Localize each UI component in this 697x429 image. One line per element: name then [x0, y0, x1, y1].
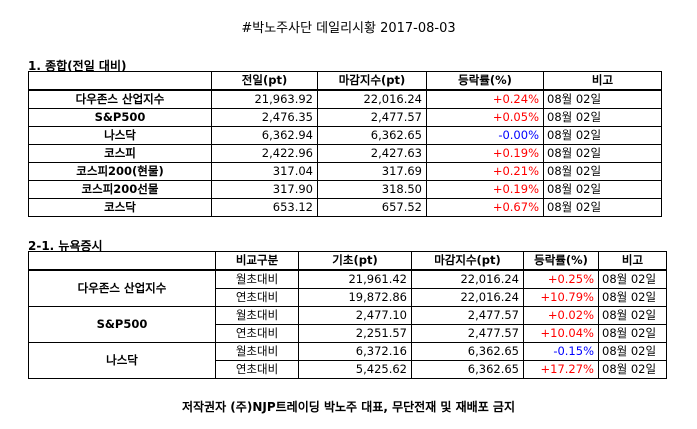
change-value: +17.27%: [523, 360, 599, 379]
table-row: 연초대비 5,425.62 6,362.65 +17.27% 08월 02일: [29, 360, 667, 379]
note-value: 08월 02일: [543, 108, 662, 127]
close-value: 6,362.65: [411, 360, 524, 379]
summary-table: 전일(pt) 마감지수(pt) 등락률(%) 비고 다우존스 산업지수 21,9…: [28, 71, 662, 217]
header-cell: 마감지수(pt): [317, 71, 427, 91]
close-value: 317.69: [317, 162, 427, 181]
base-value: 19,872.86: [298, 288, 412, 307]
base-value: 21,961.42: [298, 269, 412, 289]
change-value: -0.00%: [426, 126, 544, 145]
note-value: 08월 02일: [598, 324, 667, 343]
table-row: S&P500 월초대비 2,477.10 2,477.57 +0.02% 08월…: [28, 306, 667, 343]
table-row: 연초대비 2,251.57 2,477.57 +10.04% 08월 02일: [29, 324, 667, 343]
compare-type: 연초대비: [215, 324, 299, 343]
header-cell: [28, 71, 212, 91]
page-title: #박노주사단 데일리시황 2017-08-03: [241, 21, 456, 36]
compare-type: 연초대비: [215, 360, 299, 379]
header-cell: 전일(pt): [211, 71, 318, 91]
prev-value: 317.04: [211, 162, 318, 181]
base-value: 5,425.62: [298, 360, 412, 379]
table-row: 나스닥 월초대비 6,372.16 6,362.65 -0.15% 08월 02…: [28, 342, 667, 379]
prev-value: 2,476.35: [211, 108, 318, 127]
index-name: 코스피: [28, 144, 212, 163]
compare-type: 월초대비: [215, 342, 299, 361]
header-cell: 등락률(%): [426, 71, 544, 91]
table-row: S&P500 2,476.35 2,477.57 +0.05% 08월 02일: [28, 108, 662, 127]
table-row: 다우존스 산업지수 21,963.92 22,016.24 +0.24% 08월…: [28, 89, 662, 109]
table-header-row: 전일(pt) 마감지수(pt) 등락률(%) 비고: [28, 71, 662, 91]
close-value: 22,016.24: [411, 288, 524, 307]
base-value: 2,251.57: [298, 324, 412, 343]
note-value: 08월 02일: [598, 342, 667, 361]
table-row: 코스피 2,422.96 2,427.63 +0.19% 08월 02일: [28, 144, 662, 163]
table-row: 코스닥 653.12 657.52 +0.67% 08월 02일: [28, 198, 662, 217]
note-value: 08월 02일: [598, 360, 667, 379]
change-value: +0.19%: [426, 180, 544, 199]
change-value: +0.25%: [523, 269, 599, 289]
index-name: 나스닥: [28, 342, 216, 379]
note-value: 08월 02일: [598, 306, 667, 325]
compare-type: 월초대비: [215, 269, 299, 289]
close-value: 6,362.65: [317, 126, 427, 145]
index-name: S&P500: [28, 108, 212, 127]
note-value: 08월 02일: [598, 269, 667, 289]
base-value: 2,477.10: [298, 306, 412, 325]
table-header-row: 비교구분 기초(pt) 마감지수(pt) 등락률(%) 비고: [28, 251, 667, 271]
change-value: +0.19%: [426, 144, 544, 163]
change-value: +0.67%: [426, 198, 544, 217]
close-value: 6,362.65: [411, 342, 524, 361]
close-value: 2,477.57: [411, 306, 524, 325]
change-value: +10.04%: [523, 324, 599, 343]
table-row: 나스닥 6,362.94 6,362.65 -0.00% 08월 02일: [28, 126, 662, 145]
header-cell: 비교구분: [215, 251, 299, 271]
prev-value: 653.12: [211, 198, 318, 217]
close-value: 2,477.57: [317, 108, 427, 127]
close-value: 22,016.24: [317, 89, 427, 109]
note-value: 08월 02일: [543, 144, 662, 163]
header-cell: 기초(pt): [298, 251, 412, 271]
note-value: 08월 02일: [543, 198, 662, 217]
section1-heading: 1. 종합(전일 대비): [28, 59, 127, 73]
close-value: 657.52: [317, 198, 427, 217]
note-value: 08월 02일: [543, 162, 662, 181]
nyse-table: 비교구분 기초(pt) 마감지수(pt) 등락률(%) 비고 다우존스 산업지수…: [28, 251, 667, 379]
section2-heading: 2-1. 뉴욕증시: [28, 239, 103, 253]
header-cell: 등락률(%): [523, 251, 599, 271]
index-name: 코스피200(현물): [28, 162, 212, 181]
note-value: 08월 02일: [543, 89, 662, 109]
change-value: +0.24%: [426, 89, 544, 109]
change-value: +0.21%: [426, 162, 544, 181]
header-cell: 비고: [598, 251, 667, 271]
copyright-footer: 저작권자 (주)NJP트레이딩 박노주 대표, 무단전재 및 재배포 금지: [181, 400, 516, 414]
close-value: 318.50: [317, 180, 427, 199]
base-value: 6,372.16: [298, 342, 412, 361]
header-cell: 마감지수(pt): [411, 251, 524, 271]
index-name: S&P500: [28, 306, 216, 343]
change-value: +0.02%: [523, 306, 599, 325]
table-row: 코스피200(현물) 317.04 317.69 +0.21% 08월 02일: [28, 162, 662, 181]
change-value: -0.15%: [523, 342, 599, 361]
close-value: 22,016.24: [411, 269, 524, 289]
index-name: 다우존스 산업지수: [28, 89, 212, 109]
index-name: 나스닥: [28, 126, 212, 145]
change-value: +0.05%: [426, 108, 544, 127]
prev-value: 21,963.92: [211, 89, 318, 109]
table-row: 코스피200선물 317.90 318.50 +0.19% 08월 02일: [28, 180, 662, 199]
close-value: 2,427.63: [317, 144, 427, 163]
compare-type: 연초대비: [215, 288, 299, 307]
note-value: 08월 02일: [543, 126, 662, 145]
change-value: +10.79%: [523, 288, 599, 307]
header-cell: [28, 251, 216, 271]
header-cell: 비고: [543, 71, 662, 91]
compare-type: 월초대비: [215, 306, 299, 325]
prev-value: 6,362.94: [211, 126, 318, 145]
index-name: 코스피200선물: [28, 180, 212, 199]
note-value: 08월 02일: [543, 180, 662, 199]
index-name: 코스닥: [28, 198, 212, 217]
close-value: 2,477.57: [411, 324, 524, 343]
note-value: 08월 02일: [598, 288, 667, 307]
prev-value: 317.90: [211, 180, 318, 199]
table-row: 다우존스 산업지수 월초대비 21,961.42 22,016.24 +0.25…: [28, 269, 667, 307]
prev-value: 2,422.96: [211, 144, 318, 163]
index-name: 다우존스 산업지수: [28, 269, 216, 307]
